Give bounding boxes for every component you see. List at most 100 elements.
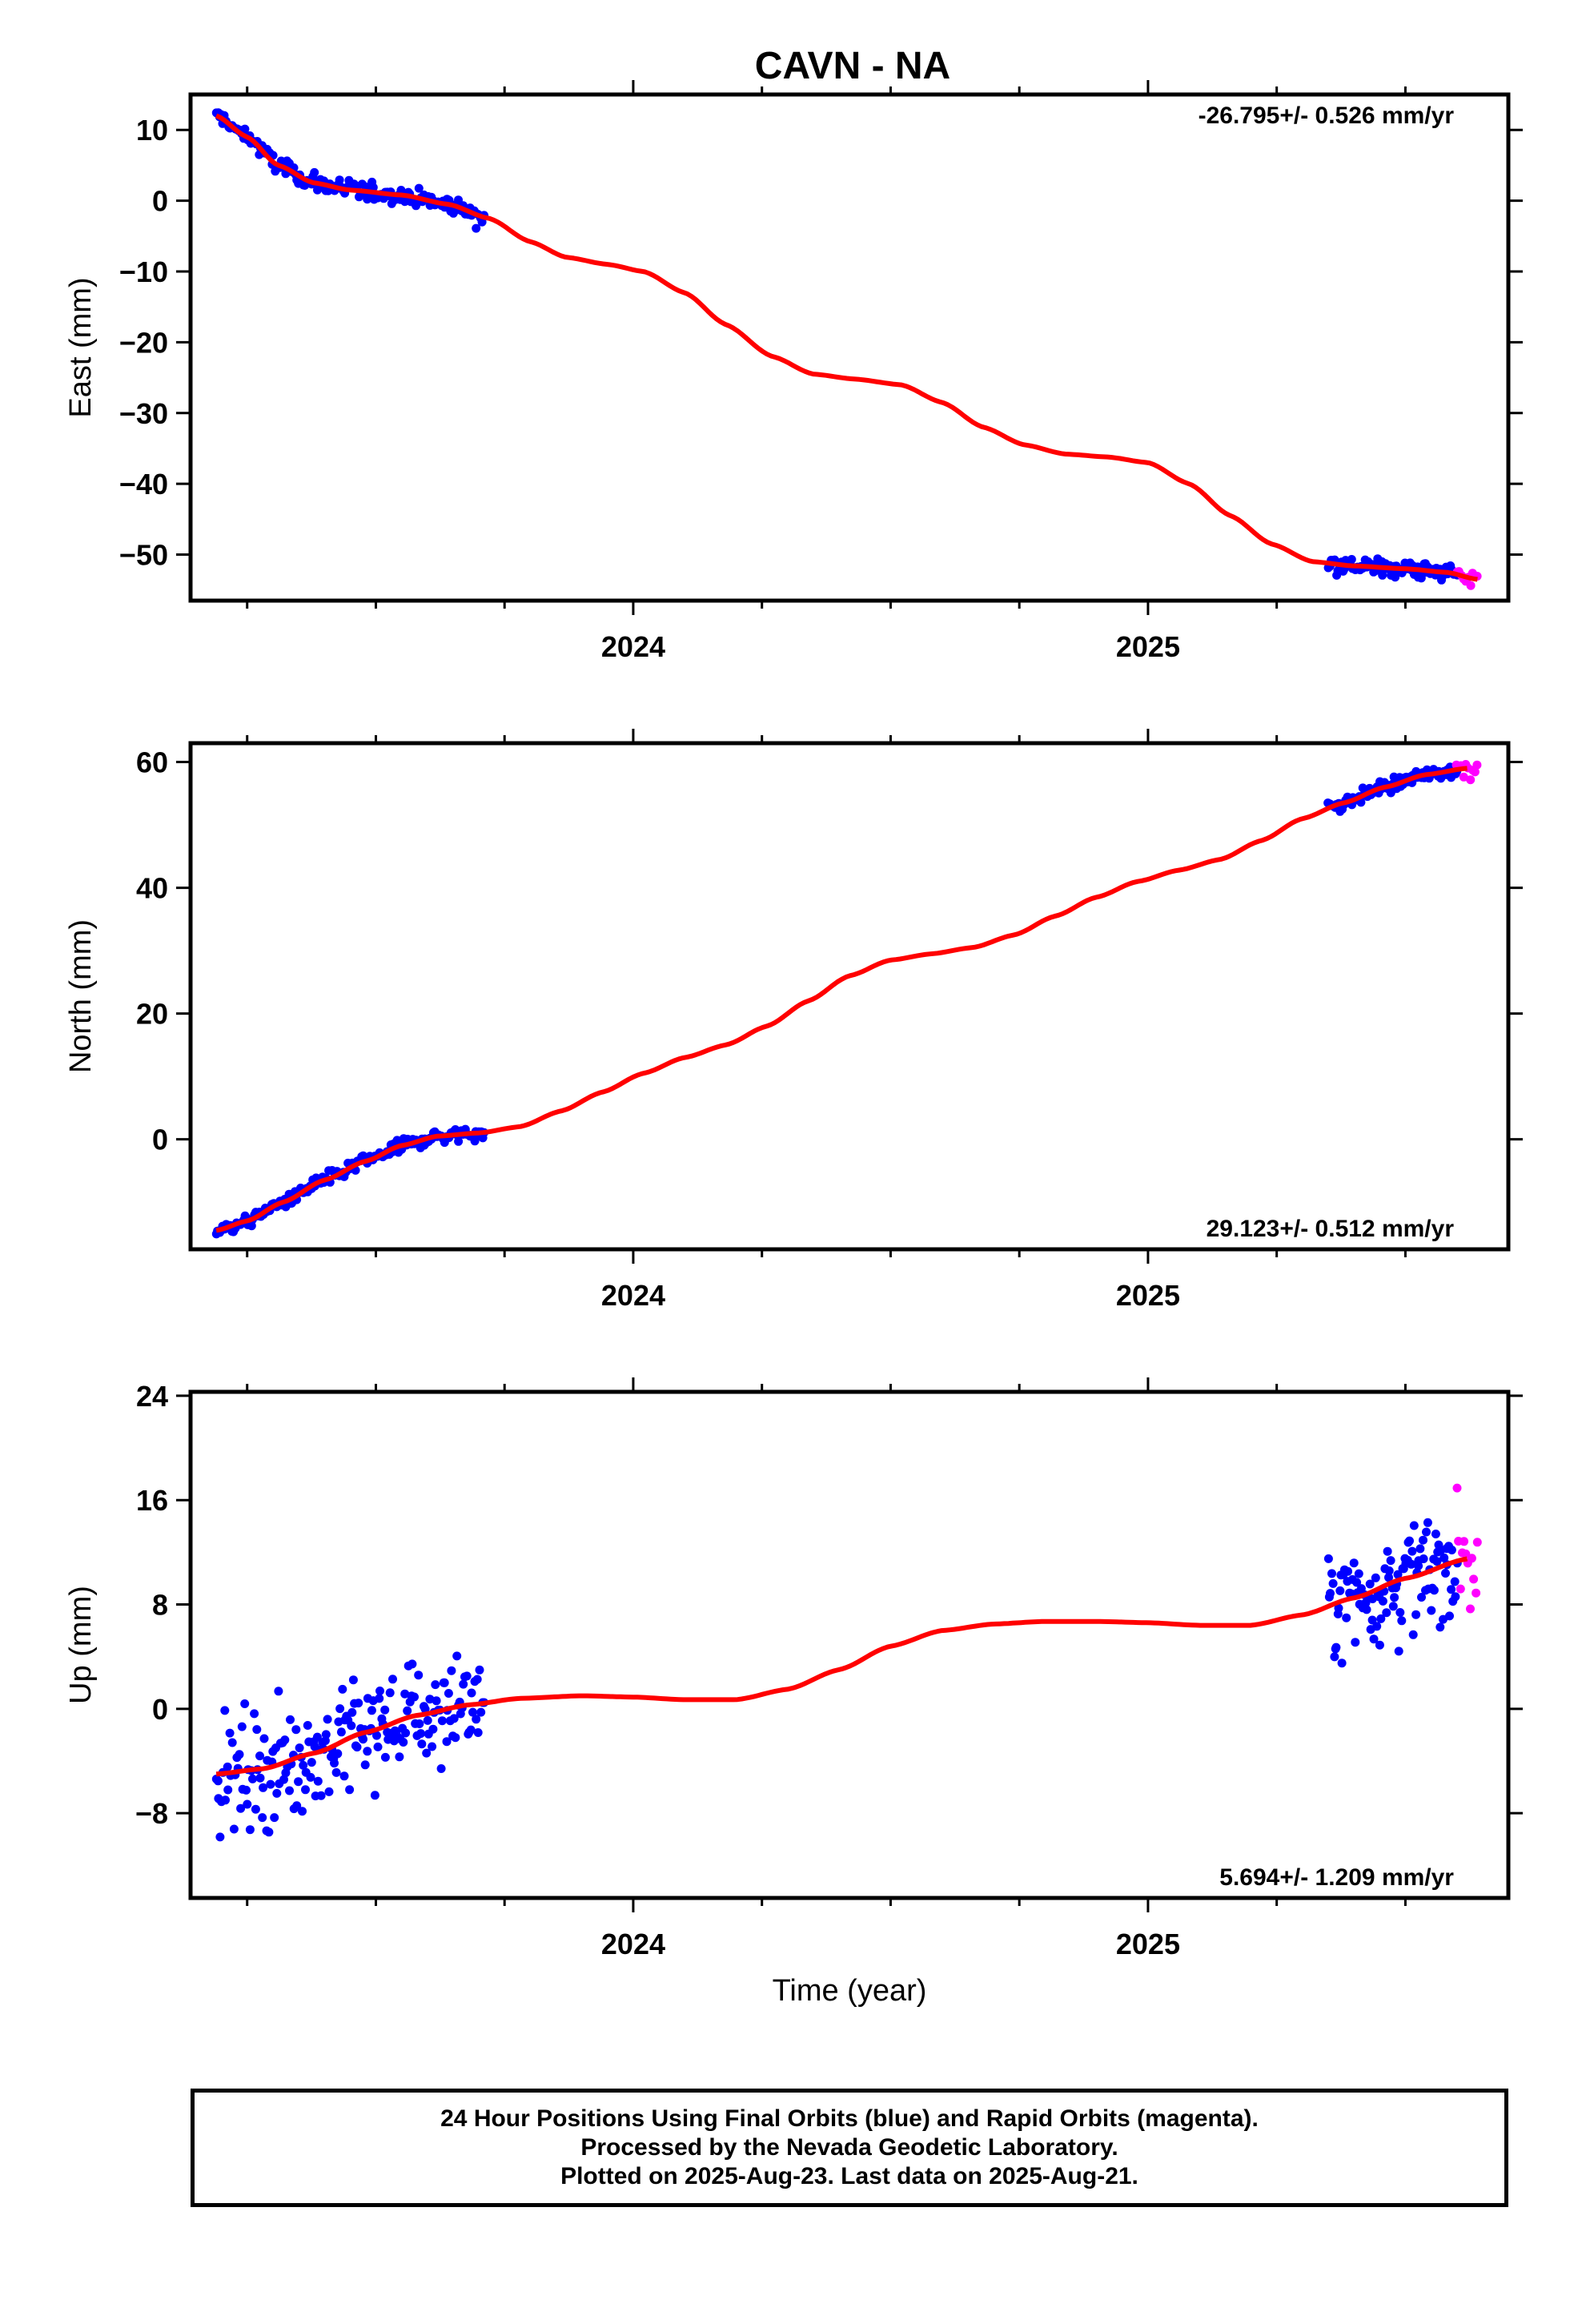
- final-orbit-point: [1378, 1596, 1387, 1606]
- final-orbit-point: [324, 1787, 334, 1796]
- final-orbit-point: [330, 1759, 339, 1768]
- final-orbit-point: [400, 1689, 410, 1699]
- final-orbit-point: [388, 1675, 397, 1684]
- final-orbit-point: [285, 1786, 294, 1795]
- final-orbit-point: [336, 1727, 346, 1737]
- x-tick-label: 2024: [601, 630, 665, 663]
- final-orbit-point: [1439, 1553, 1449, 1562]
- y-tick-label: −40: [119, 468, 168, 501]
- final-orbit-point: [1407, 1546, 1417, 1556]
- final-orbit-point: [348, 1675, 358, 1685]
- fit-curve: [215, 113, 1478, 582]
- final-orbit-point: [1407, 1559, 1416, 1569]
- final-orbit-point: [444, 1689, 453, 1698]
- final-orbit-point: [428, 1724, 438, 1734]
- final-orbit-point: [1334, 1603, 1343, 1613]
- final-orbit-point: [1383, 1546, 1392, 1556]
- east-panel: 10 0 −10 −20 −30 −40 −50 2024 2025 East (mm) -26.7…: [64, 80, 1523, 663]
- final-orbit-point: [416, 1729, 426, 1739]
- final-orbit-point: [243, 1799, 252, 1809]
- final-orbit-point: [1405, 1536, 1414, 1546]
- up-panel: 24 16 8 0 −8 2024 2025 Up (mm) Time (year) 5.694+…: [64, 1377, 1523, 2008]
- final-orbit-point: [1330, 1652, 1339, 1662]
- final-orbit-point: [1386, 1556, 1395, 1566]
- final-orbit-point: [259, 1734, 269, 1743]
- final-orbit-point: [255, 1773, 265, 1783]
- rapid-orbit-point: [1456, 1584, 1465, 1594]
- final-orbit-point: [1441, 1569, 1450, 1578]
- final-orbit-point: [235, 1750, 244, 1759]
- final-orbit-point: [1367, 1615, 1377, 1625]
- final-orbit-point: [1409, 1521, 1419, 1530]
- final-orbit-point: [440, 1678, 449, 1687]
- x-tick-label: 2024: [601, 1279, 665, 1312]
- final-orbit-point: [316, 1791, 326, 1800]
- rapid-orbit-point: [1466, 1604, 1475, 1614]
- final-orbit-point: [1432, 1557, 1442, 1566]
- final-orbit-point: [292, 1801, 302, 1811]
- final-orbit-point: [380, 1752, 390, 1762]
- final-orbit-point: [428, 1742, 437, 1751]
- final-orbit-point: [215, 1832, 225, 1842]
- final-orbit-point: [1378, 570, 1387, 580]
- y-tick-label: −30: [119, 397, 168, 430]
- final-orbit-point: [279, 1775, 288, 1784]
- fit-curve: [215, 1556, 1468, 1777]
- final-orbit-point: [333, 1749, 343, 1759]
- y-tick-label: 16: [136, 1484, 168, 1517]
- final-orbit-point: [298, 1807, 307, 1816]
- final-orbit-point: [375, 1694, 384, 1703]
- final-orbit-point: [313, 1776, 323, 1786]
- final-orbit-point: [1376, 1614, 1386, 1623]
- final-orbit-point: [1447, 1546, 1456, 1554]
- final-orbit-point: [1351, 1638, 1360, 1647]
- final-orbit-point: [385, 1688, 395, 1698]
- final-orbit-point: [431, 1680, 440, 1690]
- final-orbit-point: [472, 223, 481, 233]
- final-orbit-point: [1429, 1586, 1439, 1595]
- final-orbit-point: [1352, 1578, 1362, 1587]
- rapid-orbit-point: [1472, 1588, 1481, 1598]
- final-orbit-point: [370, 1791, 379, 1800]
- data-layer: [211, 760, 1482, 1239]
- final-orbit-point: [1369, 1634, 1379, 1644]
- final-orbit-point: [264, 1827, 274, 1837]
- final-orbit-point: [240, 124, 250, 134]
- fit-curve: [215, 766, 1468, 1233]
- final-orbit-point: [307, 1758, 316, 1767]
- rapid-orbit-point: [1467, 1554, 1476, 1563]
- final-orbit-point: [280, 1735, 290, 1745]
- final-orbit-point: [1328, 1578, 1338, 1588]
- final-orbit-point: [410, 1692, 419, 1702]
- y-tick-label: −50: [119, 539, 168, 572]
- final-orbit-point: [1388, 1602, 1398, 1611]
- rapid-orbit-point: [1470, 767, 1480, 777]
- y-tick-label: 60: [136, 746, 168, 779]
- final-orbit-point: [403, 1706, 412, 1715]
- final-orbit-point: [250, 1709, 259, 1719]
- rapid-orbit-point: [1472, 760, 1482, 770]
- final-orbit-point: [454, 1136, 464, 1146]
- final-orbit-point: [1342, 1613, 1351, 1622]
- final-orbit-point: [1445, 1611, 1454, 1621]
- y-tick-label: −20: [119, 326, 168, 359]
- final-orbit-point: [338, 1684, 347, 1694]
- final-orbit-point: [423, 1715, 432, 1725]
- final-orbit-point: [1422, 1527, 1431, 1537]
- final-orbit-point: [415, 1719, 424, 1728]
- final-orbit-point: [331, 1767, 341, 1777]
- y-axis-label: East (mm): [64, 277, 98, 417]
- final-orbit-point: [229, 1824, 239, 1834]
- final-orbit-point: [347, 1721, 356, 1731]
- final-orbit-point: [1337, 1659, 1347, 1668]
- final-orbit-point: [1423, 1518, 1432, 1527]
- data-layer: [211, 108, 1482, 590]
- y-tick-label: 20: [136, 998, 168, 1031]
- final-orbit-point: [401, 1728, 411, 1738]
- rapid-orbit-point: [1472, 1538, 1482, 1547]
- final-orbit-point: [286, 1715, 295, 1724]
- y-tick-label: 40: [136, 872, 168, 905]
- north-panel: 60 40 20 0 2024 2025 North (mm) 29.123+/- 0.512…: [64, 729, 1523, 1312]
- final-orbit-point: [1372, 1622, 1382, 1631]
